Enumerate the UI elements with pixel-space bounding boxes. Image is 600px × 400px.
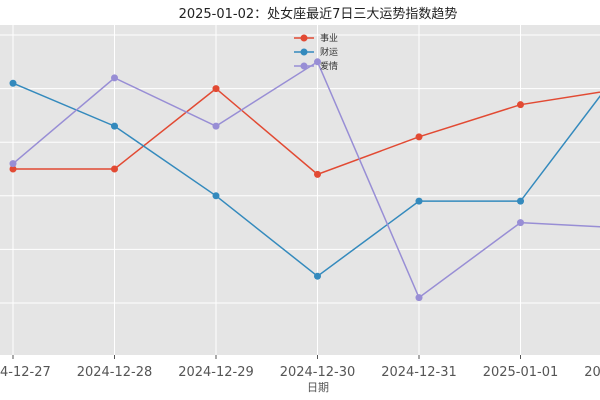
data-point bbox=[212, 85, 220, 93]
x-tick-label: 2025-01-01 bbox=[483, 365, 559, 380]
x-tick-label: 2024-12-28 bbox=[77, 365, 153, 380]
data-point bbox=[212, 122, 220, 130]
legend-marker bbox=[300, 34, 308, 42]
series-爱情 bbox=[9, 58, 600, 302]
x-tick-label: 2024-12-31 bbox=[381, 365, 457, 380]
chart-title: 2025-01-02：处女座最近7日三大运势指数趋势 bbox=[179, 6, 458, 22]
data-point bbox=[9, 79, 17, 87]
legend-label: 爱情 bbox=[320, 60, 338, 72]
data-point bbox=[9, 165, 17, 173]
data-point bbox=[314, 170, 321, 178]
data-point bbox=[517, 219, 524, 227]
legend-marker bbox=[300, 48, 308, 56]
data-point bbox=[314, 272, 321, 280]
x-axis-label: 日期 bbox=[307, 381, 329, 394]
data-point bbox=[111, 165, 118, 173]
legend-marker bbox=[300, 62, 308, 70]
x-tick-label: 2024-12-27 bbox=[0, 365, 51, 380]
legend-label: 财运 bbox=[320, 46, 338, 58]
x-tick-label: 2024-12-30 bbox=[280, 365, 356, 380]
plot-area bbox=[0, 25, 600, 355]
data-point bbox=[314, 58, 321, 66]
series-事业 bbox=[9, 85, 600, 178]
data-point bbox=[415, 294, 423, 302]
x-tick-label: 2024-12-29 bbox=[178, 365, 254, 380]
data-point bbox=[9, 160, 17, 168]
data-point bbox=[212, 192, 220, 200]
legend-label: 事业 bbox=[320, 32, 338, 44]
data-point bbox=[517, 101, 524, 109]
x-tick-label: 2025-01-02 bbox=[584, 365, 600, 380]
data-point bbox=[111, 122, 118, 130]
data-point bbox=[111, 74, 118, 82]
data-point bbox=[415, 197, 423, 205]
series-财运 bbox=[9, 79, 600, 280]
data-point bbox=[415, 133, 423, 141]
data-point bbox=[517, 197, 524, 205]
